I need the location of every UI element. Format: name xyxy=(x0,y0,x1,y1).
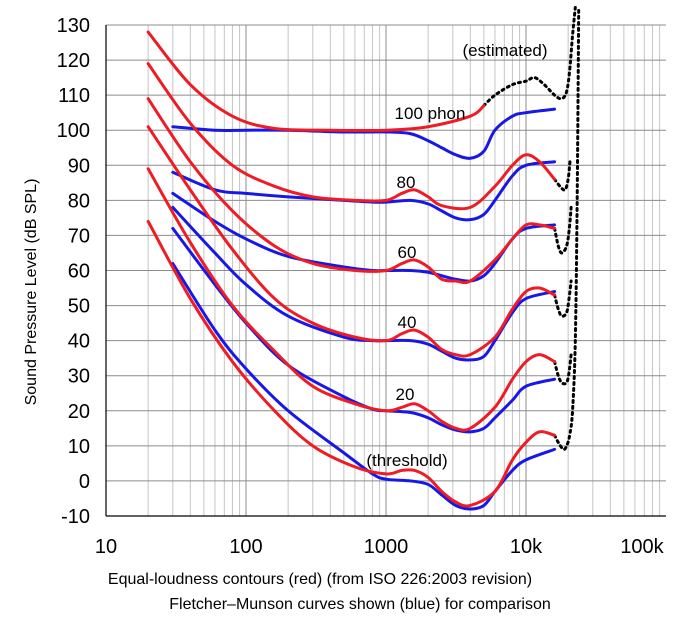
annotation-estimated: (estimated) xyxy=(462,41,547,60)
annotation-40: 40 xyxy=(398,313,417,332)
annotation-80: 80 xyxy=(397,173,416,192)
estimated-curve xyxy=(553,279,573,318)
y-tick-label: 10 xyxy=(68,436,90,458)
y-tick-label: -10 xyxy=(61,506,90,528)
y-tick-label: 70 xyxy=(68,225,90,247)
y-tick-label: 0 xyxy=(79,471,90,493)
x-tick-labels: 10 100 1000 10k 100k xyxy=(95,536,665,558)
y-tick-label: 100 xyxy=(57,120,90,142)
curves xyxy=(146,5,581,511)
iso-curve-60 xyxy=(146,97,557,285)
x-tick-label: 100 xyxy=(229,536,262,558)
x-tick-label: 10k xyxy=(510,536,543,558)
fletcher-curve-20 xyxy=(171,226,557,434)
y-tick-label: 130 xyxy=(57,15,90,37)
fletcher-curve-100 xyxy=(171,107,557,160)
x-axis-label-line1: Equal-loudness contours (red) (from ISO … xyxy=(108,571,532,588)
estimated-curve xyxy=(553,205,573,255)
x-tick-label: 1000 xyxy=(364,536,409,558)
annotation-20: 20 xyxy=(396,385,415,404)
annotation-60: 60 xyxy=(398,243,417,262)
y-tick-label: 60 xyxy=(68,261,90,283)
y-tick-label: 40 xyxy=(68,331,90,353)
y-tick-label: 90 xyxy=(68,155,90,177)
iso-curve-20 xyxy=(146,167,557,432)
y-axis-label: Sound Pressure Level (dB SPL) xyxy=(23,179,40,406)
y-tick-label: 110 xyxy=(58,85,90,107)
iso-curve-100 xyxy=(146,30,486,133)
iso-curve-0 xyxy=(146,219,557,508)
iso-curve-40 xyxy=(146,125,557,358)
iso-curve-80 xyxy=(146,62,557,211)
annotations: (estimated) 100 phon 80 60 40 20 (threshold) xyxy=(366,41,547,470)
x-axis-label-line2: Fletcher–Munson curves shown (blue) for … xyxy=(169,596,551,613)
annotation-threshold: (threshold) xyxy=(366,451,447,470)
estimated-curve xyxy=(553,353,573,386)
y-tick-label: 80 xyxy=(68,190,90,212)
y-tick-label: 50 xyxy=(68,296,90,318)
y-tick-label: 120 xyxy=(57,50,90,72)
estimated-curve xyxy=(553,5,581,451)
y-tick-label: 20 xyxy=(68,401,90,423)
axes xyxy=(105,25,666,517)
annotation-100-phon: 100 phon xyxy=(395,104,466,123)
estimated-curve xyxy=(482,5,577,108)
x-tick-label: 100k xyxy=(620,536,664,558)
y-tick-label: 30 xyxy=(68,366,90,388)
fletcher-curve-80 xyxy=(171,160,557,222)
estimated-curve xyxy=(553,160,572,192)
x-tick-label: 10 xyxy=(95,536,117,558)
